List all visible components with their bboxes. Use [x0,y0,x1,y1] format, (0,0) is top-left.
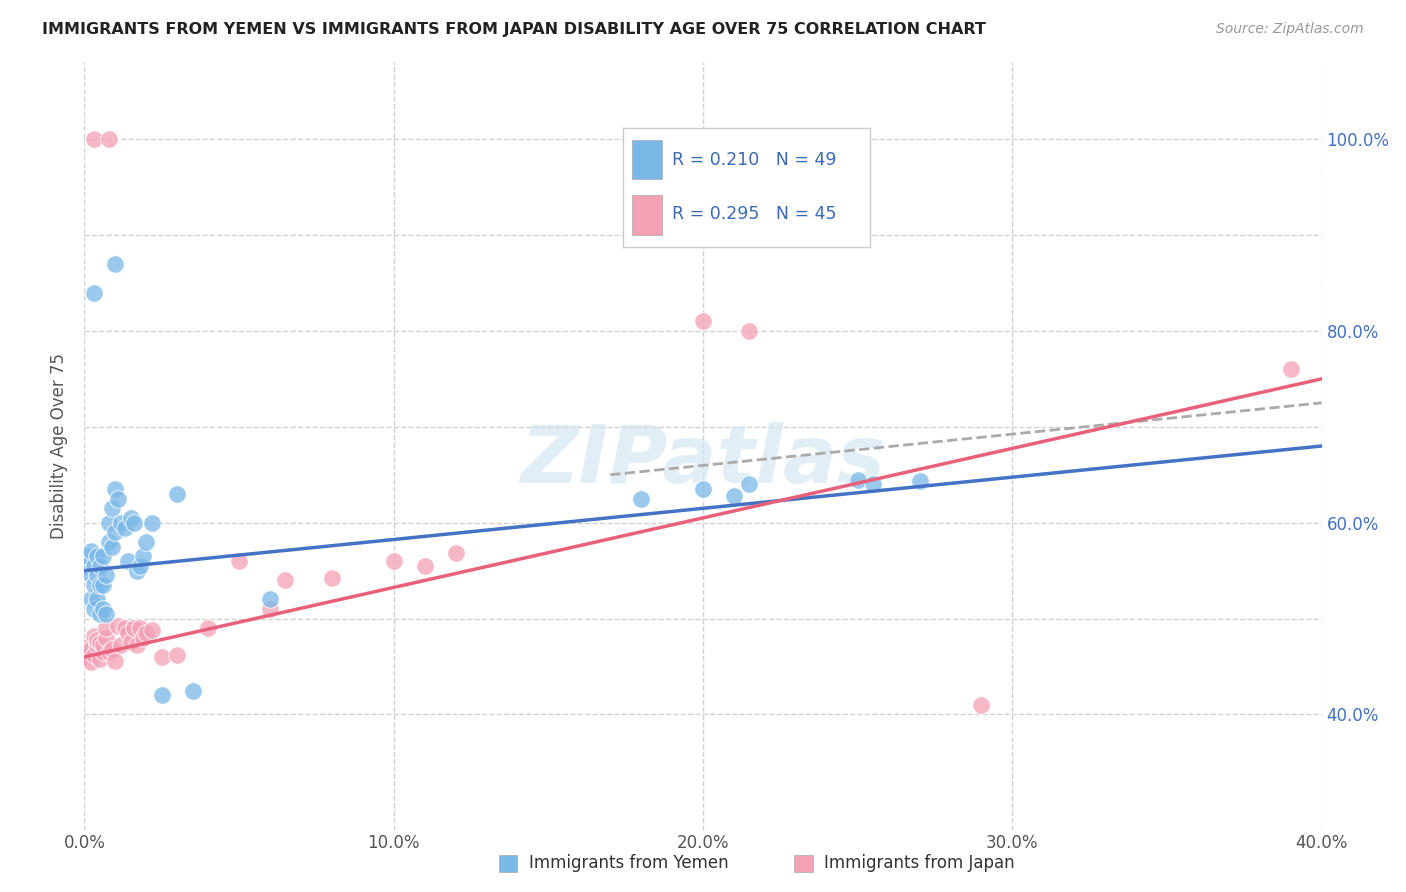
Point [91,645,114,659]
Point [94,621,117,635]
Point [197,621,219,635]
Point [908,475,931,489]
Point [79,568,101,582]
Point [101,540,124,554]
Point [110,639,132,653]
Point [862,477,884,491]
Point [94,631,117,645]
Point [135,626,157,640]
Point [692,314,714,328]
Point [91,549,114,564]
Text: Immigrants from Yemen: Immigrants from Yemen [529,855,728,872]
Point [117,554,139,568]
Point [86,549,108,564]
Point [444,546,467,560]
Point [274,574,297,588]
Point [122,516,145,530]
Point [738,324,761,338]
Point [98,645,121,659]
Point [141,516,163,530]
Point [86,632,108,647]
Point [413,558,436,573]
Point [166,487,188,501]
Text: ZIPatlas: ZIPatlas [520,422,886,500]
Point [86,639,108,653]
Point [98,132,121,146]
Point [89,652,111,666]
Point [259,592,281,607]
Point [107,491,129,506]
Y-axis label: Disability Age Over 75: Disability Age Over 75 [51,353,69,539]
Point [382,554,405,568]
Point [125,639,148,653]
Point [1279,362,1302,376]
Point [321,571,343,585]
Point [181,683,204,698]
Point [76,640,98,655]
Point [98,516,121,530]
Point [94,607,117,621]
Point [970,698,993,712]
Point [692,482,714,496]
Point [79,544,101,558]
Point [120,634,142,648]
Point [129,621,152,635]
Point [91,639,114,653]
Point [91,602,114,616]
Point [104,654,127,668]
Point [79,592,101,607]
Point [76,558,98,573]
Point [86,592,108,607]
Point [846,473,869,487]
Text: Immigrants from Japan: Immigrants from Japan [824,855,1015,872]
Point [110,516,132,530]
Point [83,285,105,300]
Point [83,578,105,592]
Point [83,602,105,616]
Point [125,564,148,578]
Point [132,549,155,564]
Point [79,655,101,669]
Point [150,689,173,703]
Point [83,648,105,662]
Text: IMMIGRANTS FROM YEMEN VS IMMIGRANTS FROM JAPAN DISABILITY AGE OVER 75 CORRELATIO: IMMIGRANTS FROM YEMEN VS IMMIGRANTS FROM… [42,22,986,37]
Point [104,257,127,271]
Point [122,621,145,635]
Point [89,607,111,621]
Point [107,619,129,633]
Point [89,578,111,592]
Point [117,626,139,640]
Text: Source: ZipAtlas.com: Source: ZipAtlas.com [1216,22,1364,37]
Point [150,650,173,665]
Point [83,629,105,643]
Point [738,477,761,491]
Point [141,623,163,637]
Point [86,568,108,582]
Point [132,631,155,645]
Point [129,558,152,573]
Point [166,648,188,662]
Point [104,525,127,540]
Point [101,642,124,657]
Point [79,642,101,657]
Point [94,568,117,582]
Point [89,558,111,573]
Point [91,578,114,592]
Point [98,535,121,549]
Point [76,549,98,564]
Point [83,132,105,146]
Point [135,535,157,549]
Point [630,491,652,506]
Point [114,520,136,534]
Point [76,650,98,665]
Point [101,501,124,516]
Point [723,489,745,503]
Point [104,482,127,496]
Point [114,621,136,635]
Point [83,558,105,573]
Point [259,602,281,616]
Point [228,554,250,568]
Point [89,635,111,649]
Point [120,511,142,525]
